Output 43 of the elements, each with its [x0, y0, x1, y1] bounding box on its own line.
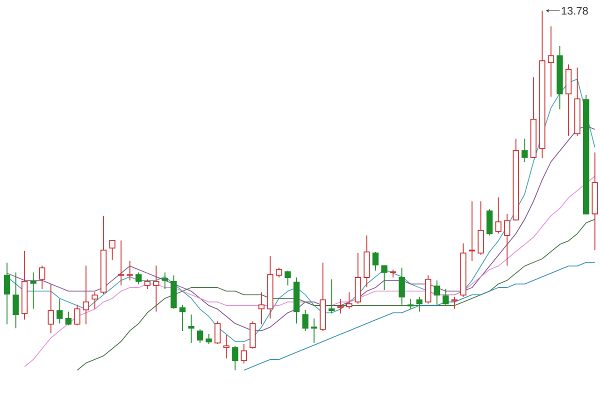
candlestick	[328, 278, 335, 314]
candlestick	[100, 216, 107, 294]
candlestick	[240, 344, 247, 364]
candlestick	[302, 309, 308, 332]
candlestick	[12, 272, 19, 329]
candlestick	[48, 284, 54, 334]
candlestick	[188, 314, 194, 344]
candlestick	[574, 67, 580, 136]
candlestick	[56, 298, 63, 324]
candlestick	[320, 262, 326, 332]
annotation: 13.78	[562, 6, 588, 15]
candlestick	[267, 255, 274, 319]
candlestick	[408, 298, 414, 310]
candlestick	[451, 296, 458, 310]
candlestick	[556, 46, 563, 110]
candlestick	[258, 292, 265, 325]
candlestick	[162, 272, 168, 290]
candlestick	[65, 311, 72, 326]
candlestick	[30, 272, 36, 310]
candlestick	[21, 250, 28, 320]
candlestick	[4, 262, 10, 325]
candlestick	[126, 260, 133, 281]
candlestick	[82, 265, 90, 325]
candlestick	[337, 298, 344, 314]
candlestick	[478, 200, 484, 256]
candlestick	[390, 269, 396, 278]
candlestick	[565, 64, 572, 136]
candlestick	[434, 280, 440, 306]
candlestick	[504, 213, 510, 266]
candlestick	[223, 334, 230, 359]
candlestick	[548, 26, 554, 98]
candlestick	[153, 265, 160, 312]
candlestick	[364, 234, 370, 288]
candlestick	[416, 296, 422, 312]
candlestick	[468, 200, 476, 262]
candlestick	[522, 138, 528, 163]
candlestick	[592, 152, 598, 251]
candlestick	[311, 318, 318, 344]
candlestick	[398, 267, 405, 306]
candlestick	[118, 240, 124, 286]
candlestick	[39, 265, 46, 290]
candlestick	[293, 277, 300, 324]
candlestick	[486, 208, 493, 236]
